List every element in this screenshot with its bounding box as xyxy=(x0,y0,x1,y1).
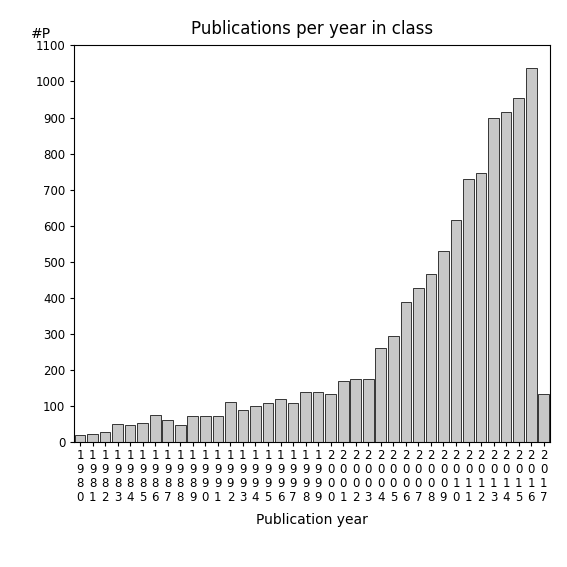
Bar xyxy=(112,424,123,442)
Bar xyxy=(513,98,524,442)
Bar xyxy=(539,393,549,442)
Bar xyxy=(451,219,462,442)
Bar xyxy=(301,392,311,442)
Bar xyxy=(400,302,411,442)
Bar xyxy=(476,174,486,442)
Bar xyxy=(213,416,223,442)
Bar xyxy=(463,179,474,442)
Text: #P: #P xyxy=(31,27,51,41)
Bar xyxy=(162,420,173,442)
Bar xyxy=(438,251,448,442)
Bar xyxy=(125,425,136,442)
Bar xyxy=(75,435,85,442)
Bar xyxy=(200,416,210,442)
Bar xyxy=(325,393,336,442)
Bar xyxy=(287,403,298,442)
Title: Publications per year in class: Publications per year in class xyxy=(191,20,433,38)
Bar xyxy=(87,434,98,442)
Bar xyxy=(137,424,148,442)
Bar xyxy=(375,349,386,442)
Bar xyxy=(526,67,536,442)
Bar xyxy=(100,432,111,442)
Bar xyxy=(338,381,349,442)
Bar xyxy=(263,403,273,442)
Bar xyxy=(426,274,436,442)
Bar xyxy=(350,379,361,442)
Bar xyxy=(150,415,160,442)
Bar xyxy=(175,425,185,442)
Bar xyxy=(413,288,424,442)
Bar xyxy=(488,117,499,442)
Bar xyxy=(238,410,248,442)
Bar xyxy=(225,402,236,442)
X-axis label: Publication year: Publication year xyxy=(256,513,368,527)
Bar xyxy=(501,112,511,442)
Bar xyxy=(250,406,261,442)
Bar xyxy=(188,416,198,442)
Bar xyxy=(313,392,323,442)
Bar xyxy=(363,379,374,442)
Bar xyxy=(388,336,399,442)
Bar xyxy=(275,399,286,442)
